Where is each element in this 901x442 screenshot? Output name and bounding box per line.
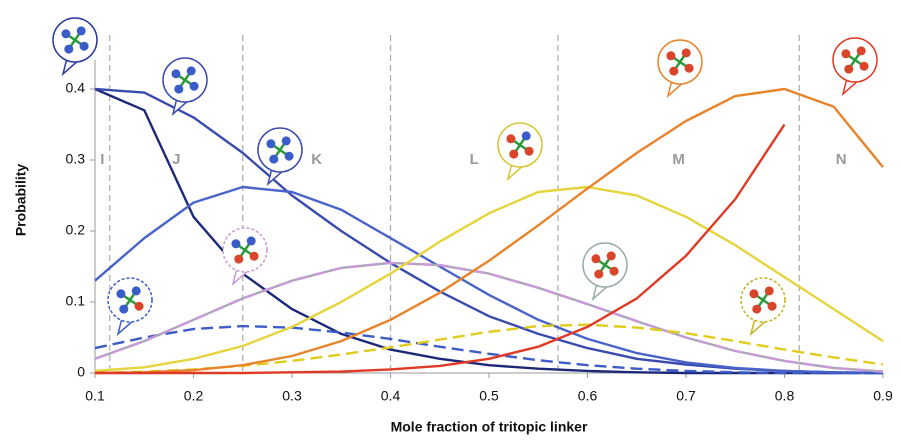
series-line xyxy=(94,87,884,375)
atom xyxy=(281,136,291,146)
region-label: M xyxy=(672,151,685,168)
atom xyxy=(669,66,679,76)
y-tick-label: 0 xyxy=(77,364,85,380)
molecule-icon xyxy=(657,39,703,99)
molecule-icon xyxy=(257,127,303,187)
atom xyxy=(609,266,619,276)
atom xyxy=(246,236,256,246)
molecule-icon xyxy=(497,122,543,182)
atom xyxy=(249,251,259,261)
molecule-icon xyxy=(740,277,786,337)
atom xyxy=(844,64,854,74)
atom xyxy=(752,304,762,314)
molecule-icon xyxy=(107,277,153,337)
x-tick-label: 0.7 xyxy=(676,388,696,404)
x-tick-label: 0.9 xyxy=(873,388,893,404)
x-axis-title: Mole fraction of tritopic linker xyxy=(391,419,588,435)
atom xyxy=(666,51,676,61)
series-line xyxy=(94,87,884,375)
atom xyxy=(764,286,774,296)
atom xyxy=(284,151,294,161)
atom xyxy=(859,61,869,71)
region-label: K xyxy=(311,151,322,168)
atom xyxy=(131,286,141,296)
region-label: N xyxy=(836,151,847,168)
atom xyxy=(749,289,759,299)
atom xyxy=(767,301,777,311)
atom xyxy=(61,29,71,39)
x-tick-label: 0.6 xyxy=(578,388,598,404)
region-label: J xyxy=(172,151,180,168)
atom xyxy=(76,26,86,36)
atom xyxy=(269,154,279,164)
atom xyxy=(234,254,244,264)
atom xyxy=(681,48,691,58)
atom xyxy=(524,146,534,156)
x-tick-label: 0.4 xyxy=(381,388,401,404)
atom xyxy=(266,139,276,149)
atom xyxy=(856,46,866,56)
x-tick-label: 0.8 xyxy=(775,388,795,404)
atom xyxy=(186,66,196,76)
atom xyxy=(134,301,144,311)
atom xyxy=(509,149,519,159)
y-axis-title: Probability xyxy=(13,164,29,237)
molecule-icon xyxy=(162,57,208,117)
y-tick-label: 0.2 xyxy=(66,222,86,238)
atom xyxy=(231,239,241,249)
series-line xyxy=(94,261,884,373)
curves xyxy=(94,87,884,375)
x-tick-label: 0.5 xyxy=(479,388,499,404)
series-line xyxy=(94,185,884,373)
molecule-icon xyxy=(582,242,628,302)
atom xyxy=(521,131,531,141)
y-tick-label: 0.3 xyxy=(66,151,86,167)
series-line xyxy=(94,324,883,375)
region-label: I xyxy=(100,151,104,168)
atom xyxy=(684,63,694,73)
atom xyxy=(79,41,89,51)
atom xyxy=(174,84,184,94)
atom xyxy=(841,49,851,59)
atom xyxy=(591,254,601,264)
molecule-icon xyxy=(222,227,268,287)
x-tick-label: 0.3 xyxy=(282,388,302,404)
x-tick-label: 0.2 xyxy=(184,388,204,404)
molecule-icon xyxy=(52,17,98,77)
atom xyxy=(594,269,604,279)
x-tick-label: 0.1 xyxy=(85,388,105,404)
molecule-icon xyxy=(832,37,878,97)
region-label: L xyxy=(470,151,479,168)
y-tick-label: 0.4 xyxy=(66,80,86,96)
atom xyxy=(189,81,199,91)
atom xyxy=(506,134,516,144)
atom xyxy=(171,69,181,79)
series-line xyxy=(94,185,884,375)
atom xyxy=(606,251,616,261)
series-line xyxy=(95,123,786,375)
y-tick-label: 0.1 xyxy=(66,293,86,309)
atom xyxy=(64,44,74,54)
atom xyxy=(119,304,129,314)
atom xyxy=(116,289,126,299)
